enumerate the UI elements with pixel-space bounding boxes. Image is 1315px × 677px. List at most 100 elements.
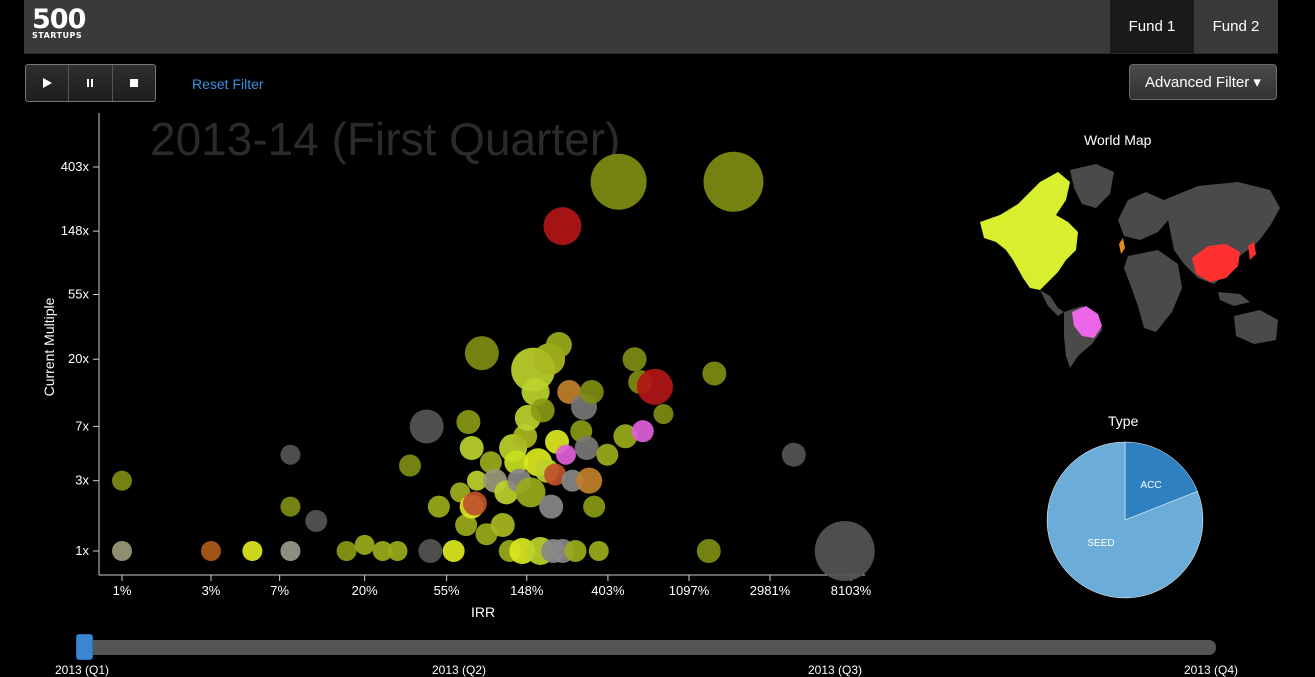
startup-bubble[interactable] bbox=[455, 514, 478, 537]
startup-bubble[interactable] bbox=[543, 207, 582, 246]
map-united-kingdom[interactable] bbox=[1119, 238, 1125, 254]
startup-bubble[interactable] bbox=[336, 541, 357, 561]
reset-filter-link[interactable]: Reset Filter bbox=[192, 76, 264, 92]
startup-bubble[interactable] bbox=[398, 454, 421, 477]
startup-bubble[interactable] bbox=[459, 435, 484, 460]
startup-bubble[interactable] bbox=[555, 444, 576, 465]
map-central-america[interactable] bbox=[1040, 290, 1064, 316]
startup-bubble[interactable] bbox=[409, 409, 444, 444]
timeline-track[interactable] bbox=[84, 640, 1216, 655]
x-tick-label: 55% bbox=[434, 583, 460, 598]
map-brazil[interactable] bbox=[1072, 306, 1102, 338]
startup-bubble[interactable] bbox=[539, 494, 564, 519]
startup-bubble[interactable] bbox=[442, 540, 465, 562]
fund-tabs: Fund 1 Fund 2 bbox=[1110, 0, 1278, 53]
startup-bubble[interactable] bbox=[781, 442, 806, 467]
startup-bubble[interactable] bbox=[545, 331, 572, 358]
timeline-label-q4: 2013 (Q4) bbox=[1184, 663, 1239, 677]
startup-bubble[interactable] bbox=[544, 463, 567, 486]
pie-label-seed: SEED bbox=[1087, 538, 1114, 549]
startup-bubble[interactable] bbox=[653, 404, 674, 425]
startup-bubble[interactable] bbox=[596, 443, 619, 466]
startup-bubble[interactable] bbox=[466, 470, 487, 491]
caret-down-icon: ▾ bbox=[1253, 74, 1261, 91]
x-tick-label: 7% bbox=[270, 583, 289, 598]
startup-bubble[interactable] bbox=[622, 347, 647, 372]
map-china[interactable] bbox=[1192, 244, 1240, 282]
startup-bubble[interactable] bbox=[564, 540, 587, 562]
advanced-filter-button[interactable]: Advanced Filter ▾ bbox=[1129, 64, 1277, 100]
stop-button[interactable] bbox=[113, 65, 155, 101]
startup-bubble[interactable] bbox=[200, 541, 221, 561]
startup-bubble[interactable] bbox=[354, 534, 375, 555]
startup-bubble[interactable] bbox=[305, 509, 328, 532]
map-japan[interactable] bbox=[1248, 242, 1256, 260]
timeline-label-q2: 2013 (Q2) bbox=[432, 663, 487, 677]
tab-fund-1[interactable]: Fund 1 bbox=[1110, 0, 1194, 53]
startup-bubble[interactable] bbox=[372, 541, 393, 561]
startup-bubble[interactable] bbox=[636, 368, 673, 405]
chart-title: 2013-14 (First Quarter) bbox=[150, 113, 620, 165]
startup-bubble[interactable] bbox=[703, 151, 764, 212]
map-north-america[interactable] bbox=[980, 172, 1078, 290]
y-tick-label: 1x bbox=[75, 543, 89, 558]
startup-bubble[interactable] bbox=[515, 477, 546, 508]
startup-bubble[interactable] bbox=[574, 435, 599, 460]
bubble-chart: 2013-14 (First Quarter) 1x 3x 7x 20x 55x 148x… bbox=[41, 113, 875, 620]
startup-bubble[interactable] bbox=[242, 541, 263, 561]
map-africa[interactable] bbox=[1124, 250, 1182, 332]
world-map-title: World Map bbox=[1084, 132, 1152, 148]
startup-bubble[interactable] bbox=[427, 495, 450, 518]
map-southeast-asia[interactable] bbox=[1218, 292, 1250, 306]
startup-bubble[interactable] bbox=[479, 451, 502, 474]
startup-bubble[interactable] bbox=[490, 513, 515, 538]
pie-label-acc: ACC bbox=[1140, 480, 1161, 491]
startup-bubble[interactable] bbox=[814, 521, 875, 581]
play-button[interactable] bbox=[26, 65, 70, 101]
logo-number: 500 bbox=[32, 4, 86, 35]
startup-bubble[interactable] bbox=[280, 444, 301, 465]
startup-bubble[interactable] bbox=[280, 496, 301, 517]
startup-bubble[interactable] bbox=[702, 361, 727, 386]
startup-bubble[interactable] bbox=[462, 491, 487, 516]
world-map[interactable] bbox=[978, 160, 1283, 370]
startup-bubble[interactable] bbox=[464, 336, 499, 371]
pie-slice-seed[interactable] bbox=[1046, 441, 1204, 599]
y-tick-label: 7x bbox=[75, 418, 89, 433]
y-tick-label: 20x bbox=[68, 351, 89, 366]
startup-bubble[interactable] bbox=[579, 379, 604, 404]
x-tick-label: 2981% bbox=[750, 583, 791, 598]
startup-bubble[interactable] bbox=[112, 541, 132, 561]
x-axis-label: IRR bbox=[471, 604, 495, 620]
timeline-label-q3: 2013 (Q3) bbox=[808, 663, 863, 677]
map-europe[interactable] bbox=[1118, 192, 1170, 240]
stop-icon bbox=[129, 79, 138, 87]
x-tick-label: 403% bbox=[591, 583, 625, 598]
y-axis-label: Current Multiple bbox=[41, 297, 57, 396]
pause-button[interactable] bbox=[69, 65, 113, 101]
startup-bubble[interactable] bbox=[387, 541, 408, 561]
timeline-slider-handle[interactable] bbox=[76, 634, 93, 660]
startup-bubble[interactable] bbox=[504, 450, 529, 475]
map-australia[interactable] bbox=[1234, 310, 1278, 344]
startup-bubble[interactable] bbox=[280, 541, 301, 561]
startup-bubble[interactable] bbox=[631, 420, 654, 443]
startup-bubble[interactable] bbox=[530, 398, 555, 423]
startup-bubble[interactable] bbox=[112, 470, 132, 491]
startup-bubble[interactable] bbox=[588, 541, 609, 561]
startup-bubble[interactable] bbox=[418, 539, 443, 563]
startup-bubble[interactable] bbox=[456, 410, 481, 435]
x-tick-label: 1% bbox=[113, 583, 132, 598]
startup-bubble[interactable] bbox=[696, 539, 721, 563]
startup-bubble[interactable] bbox=[583, 495, 606, 518]
map-greenland[interactable] bbox=[1070, 164, 1114, 208]
startup-bubble[interactable] bbox=[613, 424, 638, 449]
startup-bubble[interactable] bbox=[590, 153, 647, 210]
pie-slice-acc[interactable] bbox=[1124, 441, 1198, 521]
y-tick-label: 148x bbox=[61, 223, 90, 238]
startup-bubble[interactable] bbox=[576, 467, 603, 494]
x-tick-label: 3% bbox=[202, 583, 221, 598]
pause-icon bbox=[87, 79, 94, 87]
brand-logo[interactable]: 500 STARTUPS bbox=[32, 4, 86, 40]
tab-fund-2[interactable]: Fund 2 bbox=[1212, 18, 1260, 35]
